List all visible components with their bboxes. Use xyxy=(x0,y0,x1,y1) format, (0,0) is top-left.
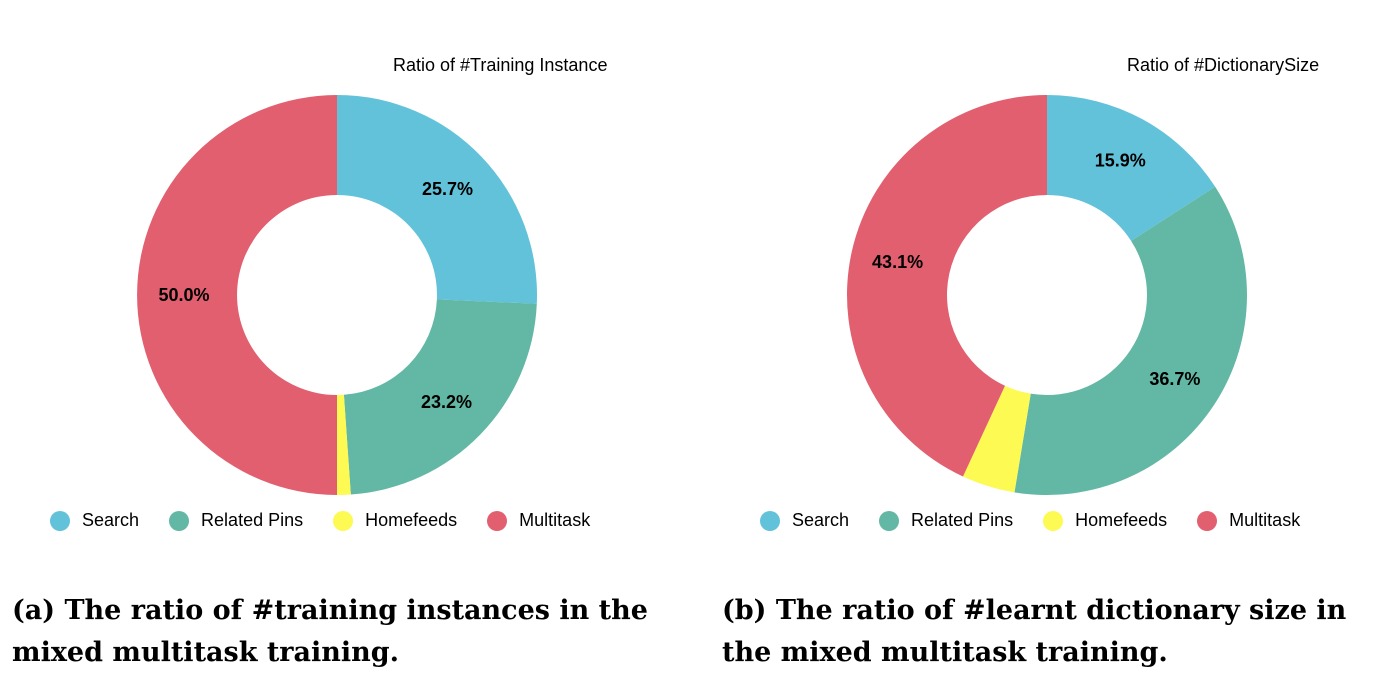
legend-dot-search xyxy=(50,510,70,531)
slice-related-pins xyxy=(343,299,537,495)
legend-label: Search xyxy=(792,510,850,530)
legend-dot-related-pins xyxy=(169,510,190,531)
legend-item-search: Search xyxy=(760,510,849,531)
chart-panel-b: Ratio of #DictionarySize 15.9% 36.7% 43.1%… xyxy=(694,0,1388,686)
legend-label: Homefeeds xyxy=(365,510,458,530)
legend-item-search: Search xyxy=(50,510,139,531)
slice-multitask xyxy=(846,94,1047,477)
slice-search xyxy=(1047,95,1216,241)
slice-related-pins xyxy=(1014,186,1247,495)
slice-value-label: 25.7% xyxy=(422,179,473,199)
figure-caption-b: (b) The ratio of #learnt dictionary size… xyxy=(722,595,1347,668)
legend-label: Multitask xyxy=(519,510,591,530)
legend-item-multitask: Multitask xyxy=(487,510,590,531)
legend-item-homefeeds: Homefeeds xyxy=(1043,510,1167,531)
legend-dot-multitask xyxy=(1197,510,1218,531)
legend-item-multitask: Multitask xyxy=(1197,510,1300,531)
legend-dot-homefeeds xyxy=(1043,510,1064,531)
legend-label: Multitask xyxy=(1229,510,1301,530)
legend-label: Search xyxy=(82,510,140,530)
slice-value-label: 50.0% xyxy=(158,285,209,305)
slice-value-label: 43.1% xyxy=(872,252,923,272)
slice-homefeeds xyxy=(962,385,1031,493)
legend-item-related-pins: Related Pins xyxy=(879,510,1013,531)
figure-caption-a: (a) The ratio of #training instances in … xyxy=(12,595,648,668)
legend-label: Related Pins xyxy=(201,510,304,530)
slice-value-label: 36.7% xyxy=(1149,369,1200,389)
slice-value-label: 23.2% xyxy=(421,392,472,412)
legend-item-related-pins: Related Pins xyxy=(169,510,303,531)
legend-item-homefeeds: Homefeeds xyxy=(333,510,457,531)
legend-dot-search xyxy=(760,510,780,531)
chart-title: Ratio of #DictionarySize xyxy=(1127,55,1320,75)
legend: Search Related Pins Homefeeds Multitask xyxy=(50,510,620,531)
donut-chart-a: 25.7% 23.2% 50.0% xyxy=(137,95,537,495)
legend-label: Related Pins xyxy=(911,510,1014,530)
chart-panel-a: Ratio of #Training Instance 25.7% 23.2% 50… xyxy=(12,55,648,668)
legend-label: Homefeeds xyxy=(1075,510,1168,530)
legend-dot-homefeeds xyxy=(333,510,354,531)
slice-homefeeds xyxy=(337,394,351,495)
legend: Search Related Pins Homefeeds Multitask xyxy=(760,510,1330,531)
slice-value-label: 15.9% xyxy=(1095,151,1146,171)
donut-chart-b: 15.9% 36.7% 43.1% xyxy=(846,94,1247,495)
legend-dot-related-pins xyxy=(879,510,900,531)
chart-title: Ratio of #Training Instance xyxy=(393,55,608,75)
slice-search xyxy=(337,95,537,304)
legend-dot-multitask xyxy=(487,510,508,531)
slice-multitask xyxy=(137,95,337,495)
